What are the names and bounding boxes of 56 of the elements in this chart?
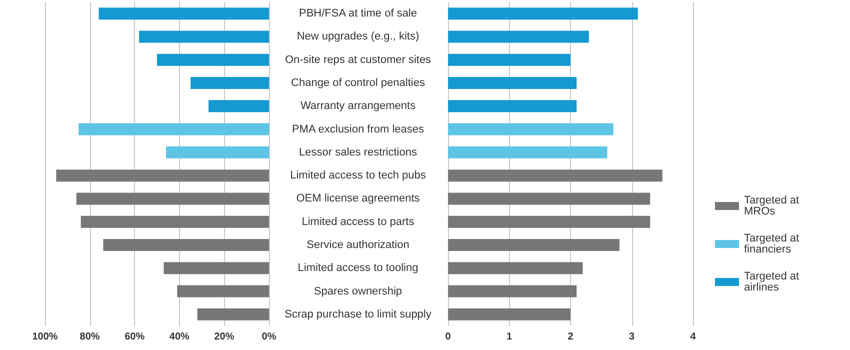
bar — [448, 54, 570, 66]
legend-label: Targeted at financiers — [744, 232, 802, 256]
legend-label: Targeted at MROs — [744, 194, 802, 218]
x-tick-label: 2 — [568, 332, 574, 342]
y-tick-label: Service authorization — [306, 239, 410, 251]
bar — [448, 262, 583, 274]
x-tick-label: 40% — [169, 332, 190, 342]
bar — [448, 170, 662, 182]
bar — [448, 123, 614, 136]
y-tick-label: Change of control penalties — [291, 77, 426, 89]
bar — [76, 192, 269, 205]
y-tick-label: PMA exclusion from leases — [292, 123, 425, 136]
y-tick-label: Spares ownership — [314, 285, 402, 298]
x-tick-label: 60% — [124, 332, 145, 342]
bar — [448, 216, 650, 228]
bar — [80, 216, 269, 228]
y-tick-label: Warranty arrangements — [300, 100, 416, 112]
y-tick-label: Limited access to tech pubs — [290, 170, 426, 182]
y-tick-label: On-site reps at customer sites — [284, 54, 432, 66]
x-tick-label: 3 — [628, 332, 635, 342]
x-tick-label: 0 — [445, 332, 452, 342]
y-tick-label: PBH/FSA at time of sale — [299, 8, 417, 20]
bar — [448, 30, 589, 43]
legend-label: Targeted at airlines — [744, 270, 802, 294]
bar — [190, 77, 269, 89]
bar — [103, 239, 269, 251]
bar — [166, 146, 269, 158]
bar — [448, 285, 577, 298]
bar — [448, 239, 620, 251]
y-tick-label: Limited access to tooling — [298, 262, 418, 274]
x-tick-label: 0% — [262, 332, 276, 342]
bar — [98, 8, 269, 20]
bar — [448, 77, 577, 89]
bar — [208, 100, 269, 112]
bar — [197, 308, 269, 320]
bar — [56, 170, 269, 182]
bar — [139, 30, 269, 43]
bar — [177, 285, 269, 298]
bar — [448, 100, 577, 112]
x-tick-label: 4 — [690, 332, 696, 342]
y-tick-label: Scrap purchase to limit supply — [284, 308, 432, 320]
bar — [448, 308, 570, 320]
bar — [448, 192, 650, 205]
bar — [157, 54, 269, 66]
y-tick-label: New upgrades (e.g., kits) — [296, 30, 420, 43]
y-tick-label: Limited access to parts — [302, 216, 415, 228]
x-tick-label: 20% — [214, 332, 234, 342]
x-tick-label: 1 — [506, 332, 512, 342]
x-tick-label: 100% — [32, 332, 58, 342]
y-tick-label: OEM license agreements — [296, 192, 420, 205]
bar — [448, 8, 638, 20]
y-tick-label: Lessor sales restrictions — [299, 146, 418, 158]
bar — [448, 146, 608, 158]
bar — [78, 123, 269, 136]
bar — [164, 262, 269, 274]
x-tick-label: 80% — [80, 332, 100, 342]
